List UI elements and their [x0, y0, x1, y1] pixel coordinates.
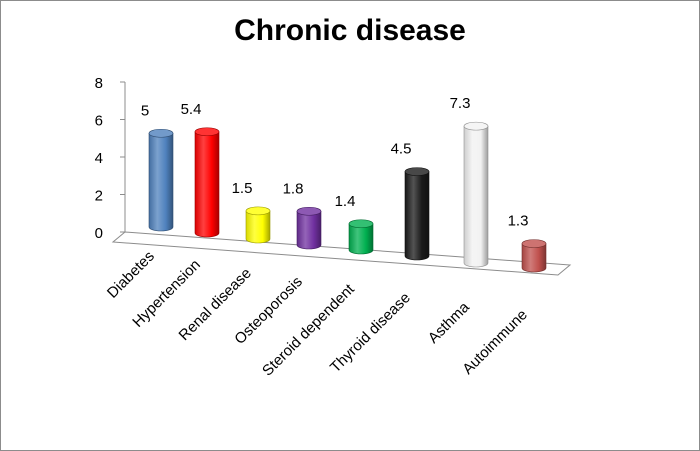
- y-tick-label: 6: [95, 113, 103, 130]
- bar-body: [296, 210, 322, 250]
- bar-body: [148, 132, 174, 232]
- bar-top: [296, 206, 322, 216]
- bar-top: [348, 219, 374, 229]
- data-label: 1.4: [335, 193, 356, 210]
- bar-top: [194, 127, 220, 137]
- category-label: Diabetes: [104, 248, 158, 302]
- bar-body: [463, 125, 489, 268]
- data-label: 4.5: [391, 141, 412, 158]
- bar-top: [404, 167, 430, 176]
- bar-renal-disease: [245, 206, 271, 244]
- data-label: 1.3: [508, 213, 529, 230]
- bar-osteoporosis: [296, 206, 322, 250]
- bar-body: [348, 223, 374, 255]
- bar-thyroid-disease: [404, 167, 430, 261]
- bar-top: [148, 128, 174, 138]
- bar-body: [521, 243, 547, 273]
- category-label: Autoimmune: [459, 306, 531, 378]
- data-label: 1.8: [283, 180, 304, 197]
- data-label: 5.4: [181, 101, 202, 118]
- bar-body: [245, 210, 271, 244]
- bar-asthma: [463, 121, 489, 268]
- y-tick-label: 2: [95, 188, 103, 205]
- y-tick-label: 8: [95, 75, 103, 92]
- data-label: 7.3: [450, 95, 471, 112]
- bar-top: [521, 239, 547, 248]
- bar-diabetes: [148, 128, 174, 232]
- y-tick-label: 4: [95, 150, 103, 167]
- data-label: 5: [141, 102, 149, 119]
- bar-top: [245, 206, 271, 216]
- y-tick-label: 0: [95, 225, 103, 242]
- data-label: 1.5: [232, 180, 253, 197]
- bar-hypertension: [194, 127, 220, 238]
- bar-body: [404, 171, 430, 261]
- bar-autoimmune: [521, 239, 547, 273]
- bar-top: [463, 121, 489, 131]
- category-label: Asthma: [425, 298, 473, 346]
- chart-title: Chronic disease: [234, 14, 466, 47]
- bar-steroid-dependent: [348, 219, 374, 255]
- bar-body: [194, 131, 220, 238]
